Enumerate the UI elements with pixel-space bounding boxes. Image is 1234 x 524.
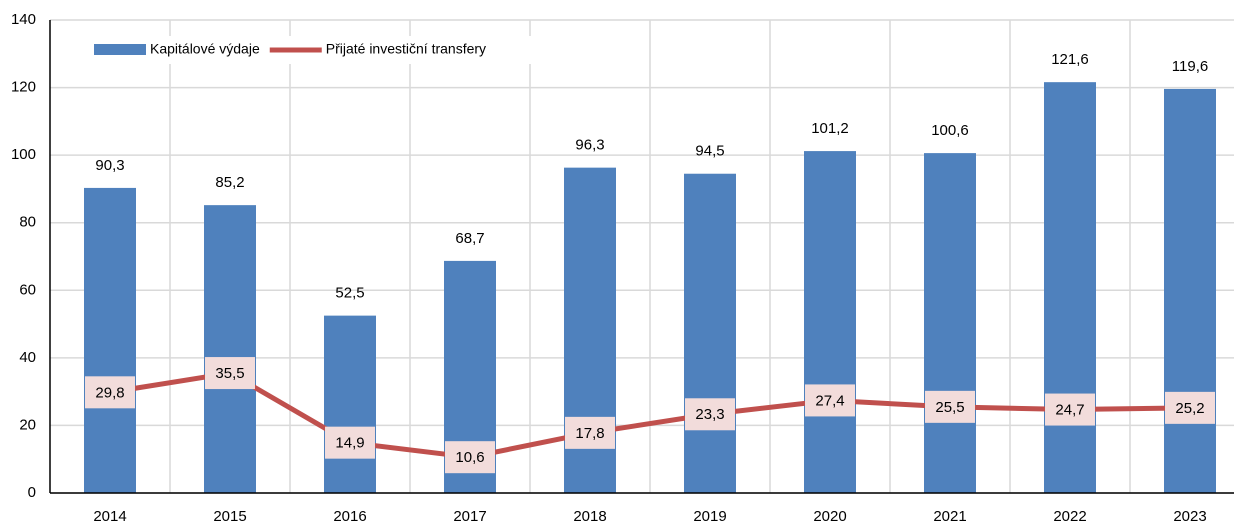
bar-value-label: 96,3 xyxy=(575,137,604,154)
bar xyxy=(684,173,736,493)
line-label-box xyxy=(565,416,615,449)
x-tick-label: 2015 xyxy=(213,508,246,524)
legend-label: Kapitálové výdaje xyxy=(150,41,260,57)
line-value-label: 10,6 xyxy=(455,449,484,466)
bar-value-label: 52,5 xyxy=(335,285,364,302)
bar xyxy=(804,151,856,494)
line-label-box xyxy=(925,390,975,423)
y-tick-label: 100 xyxy=(11,146,36,163)
x-tick-label: 2018 xyxy=(573,508,606,524)
x-tick-label: 2021 xyxy=(933,508,966,524)
bar-value-label: 101,2 xyxy=(811,120,849,137)
bar xyxy=(204,205,256,493)
bar xyxy=(324,315,376,493)
y-tick-label: 120 xyxy=(11,79,36,96)
legend-swatch xyxy=(94,44,146,55)
bar-value-label: 85,2 xyxy=(215,174,244,191)
x-tick-label: 2014 xyxy=(93,508,126,524)
bar-value-label: 119,6 xyxy=(1172,58,1208,75)
legend: Kapitálové výdaje Přijaté investiční tran… xyxy=(86,36,556,64)
line-value-label: 29,8 xyxy=(95,384,124,401)
line-value-label: 27,4 xyxy=(815,392,844,409)
bar xyxy=(924,153,976,493)
y-tick-label: 140 xyxy=(11,11,36,28)
line-value-label: 17,8 xyxy=(575,425,604,442)
bar xyxy=(1164,88,1216,494)
y-tick-label: 80 xyxy=(19,214,36,231)
legend-label: Přijaté investiční transfery xyxy=(326,41,486,57)
bar-value-label: 100,6 xyxy=(931,122,969,139)
line-label-box xyxy=(685,398,735,431)
line-value-label: 14,9 xyxy=(335,435,364,452)
bar xyxy=(1044,82,1096,493)
line-label-box xyxy=(205,357,255,390)
line-label-box xyxy=(445,441,495,474)
line-label-box xyxy=(85,376,135,409)
y-tick-label: 20 xyxy=(19,416,36,433)
line-value-label: 25,2 xyxy=(1175,400,1204,417)
x-tick-label: 2020 xyxy=(813,508,846,524)
x-tick-label: 2023 xyxy=(1173,508,1206,524)
x-tick-label: 2019 xyxy=(693,508,726,524)
line-label-box xyxy=(1045,393,1095,426)
bar-value-label: 68,7 xyxy=(455,230,484,247)
line-label-box xyxy=(325,426,375,459)
line xyxy=(109,370,1191,460)
x-tick-label: 2022 xyxy=(1053,508,1086,524)
bar-value-label: 121,6 xyxy=(1051,51,1089,68)
x-tick-label: 2017 xyxy=(453,508,486,524)
line-label-box xyxy=(805,384,855,417)
bar-value-label: 90,3 xyxy=(95,157,124,174)
x-tick-label: 2016 xyxy=(333,508,366,524)
bar xyxy=(84,187,136,494)
line-label-box xyxy=(1165,391,1215,424)
bar-value-label: 94,5 xyxy=(695,143,724,160)
y-tick-label: 40 xyxy=(19,349,36,366)
y-tick-label: 0 xyxy=(28,484,36,501)
line-value-label: 24,7 xyxy=(1055,402,1084,419)
line-value-label: 35,5 xyxy=(215,365,244,382)
y-tick-label: 60 xyxy=(19,281,36,298)
line-value-label: 23,3 xyxy=(695,406,724,423)
line-value-label: 25,5 xyxy=(935,399,964,416)
